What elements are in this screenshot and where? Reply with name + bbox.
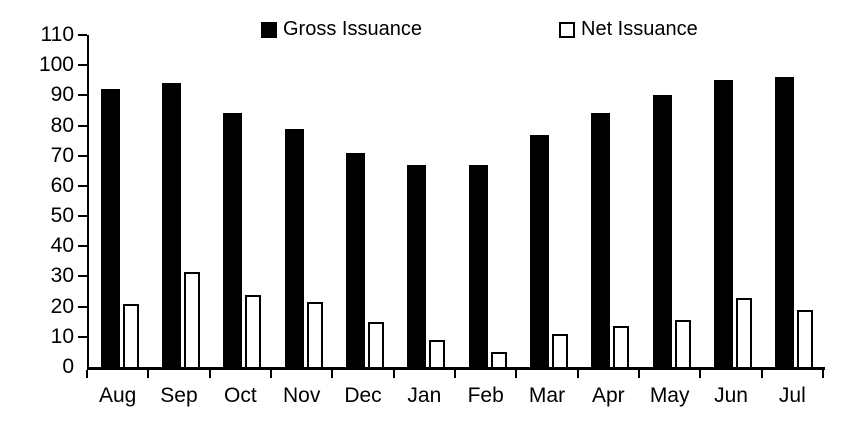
y-tick-label: 50 [50,204,74,228]
net-issuance-swatch-icon [559,21,575,38]
gross-issuance-bar-feb [468,164,488,367]
x-tick-label-aug: Aug [98,384,137,407]
y-axis-tick [78,245,87,248]
x-axis-tick [638,370,640,378]
gross-issuance-bar-dec [345,152,365,367]
net-issuance-bar-oct [245,294,262,367]
x-tick-label-oct: Oct [223,384,257,407]
net-issuance-bar-jul [797,309,814,367]
y-tick-label: 30 [50,264,74,288]
y-tick-label: 90 [50,83,74,107]
x-axis-tick [760,370,763,378]
y-tick-label: 110 [40,23,74,46]
bar-group-nov [273,35,334,367]
net-issuance-bar-mar [551,333,568,367]
net-issuance-bar-aug [122,303,139,367]
net-issuance-bar-dec [367,321,384,367]
x-tick-label-jun: Jun [714,384,748,407]
gross-issuance-bar-apr [591,113,611,367]
legend-item-net-issuance: Net Issuance [559,18,698,41]
x-tick-label-dec: Dec [344,384,382,407]
y-axis-tick [78,154,87,157]
gross-issuance-bar-sep [161,83,181,367]
y-tick-label: 0 [62,355,74,378]
net-issuance-bar-apr [613,326,630,367]
legend-label-net-issuance: Net Issuance [581,18,698,40]
net-issuance-bar-may [674,320,691,367]
bar-group-oct [212,35,273,367]
gross-issuance-bar-may [652,95,672,367]
plot-area [87,35,825,370]
x-tick-label-feb: Feb [467,384,504,407]
x-axis-tick [208,370,211,378]
x-axis-tick [331,370,334,378]
gross-issuance-bar-nov [284,128,304,367]
y-tick-label: 40 [50,234,74,258]
gross-issuance-bar-mar [529,134,549,367]
bar-group-jan [396,35,457,367]
x-axis-tick [822,370,824,378]
y-tick-label: 10 [50,324,74,348]
bar-group-may [641,35,702,367]
x-axis-tick [699,370,702,378]
net-issuance-bar-feb [490,351,507,367]
bar-group-aug [89,35,150,367]
y-axis-tick [78,305,87,308]
bar-group-jul [764,35,825,367]
x-tick-label-nov: Nov [282,384,321,407]
y-axis-tick [78,184,87,187]
legend-item-gross-issuance: Gross Issuance [261,18,422,41]
x-axis-tick [392,370,395,378]
legend-label-gross-issuance: Gross Issuance [283,18,422,40]
gross-issuance-bar-jun [713,80,733,367]
y-axis-tick [78,215,87,218]
bar-group-jun [702,35,763,367]
gross-issuance-bar-aug [100,89,120,367]
x-tick-label-jan: Jan [407,384,442,407]
y-axis-tick [78,64,87,67]
net-issuance-bar-sep [183,271,200,367]
x-axis-tick [86,370,88,378]
net-issuance-bar-nov [306,302,323,367]
net-issuance-bar-jun [735,297,752,367]
gross-issuance-bar-oct [223,113,243,367]
y-tick-label: 20 [50,294,74,318]
y-axis-tick [78,335,87,338]
net-issuance-bar-jan [429,339,446,367]
bar-group-feb [457,35,518,367]
x-tick-label-may: May [649,384,690,407]
bar-group-sep [150,35,211,367]
y-tick-label: 80 [50,113,74,137]
y-axis-tick [78,124,87,127]
y-axis-tick [78,275,87,278]
gross-issuance-bar-jul [775,77,795,367]
y-tick-label: 70 [50,143,74,167]
x-tick-label-mar: Mar [528,384,566,407]
y-axis-tick [78,94,87,97]
y-axis-tick [78,34,87,36]
x-axis-tick [515,370,518,378]
gross-issuance-bar-jan [407,164,427,367]
x-tick-label-sep: Sep [160,384,198,407]
x-axis-tick [576,370,579,378]
x-axis-tick [454,370,456,378]
x-axis-tick [147,370,150,378]
x-tick-label-apr: Apr [591,384,625,407]
y-tick-label: 60 [50,173,74,197]
x-tick-label-jul: Jul [778,384,806,407]
y-tick-label: 100 [38,53,74,77]
x-axis-tick [270,370,272,378]
bar-group-dec [334,35,395,367]
bar-group-apr [580,35,641,367]
bar-group-mar [518,35,579,367]
gross-issuance-swatch-icon [261,21,277,38]
